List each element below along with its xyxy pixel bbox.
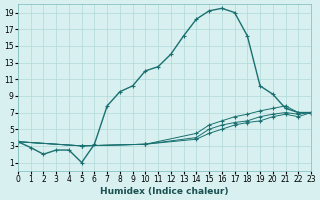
X-axis label: Humidex (Indice chaleur): Humidex (Indice chaleur) (100, 187, 229, 196)
